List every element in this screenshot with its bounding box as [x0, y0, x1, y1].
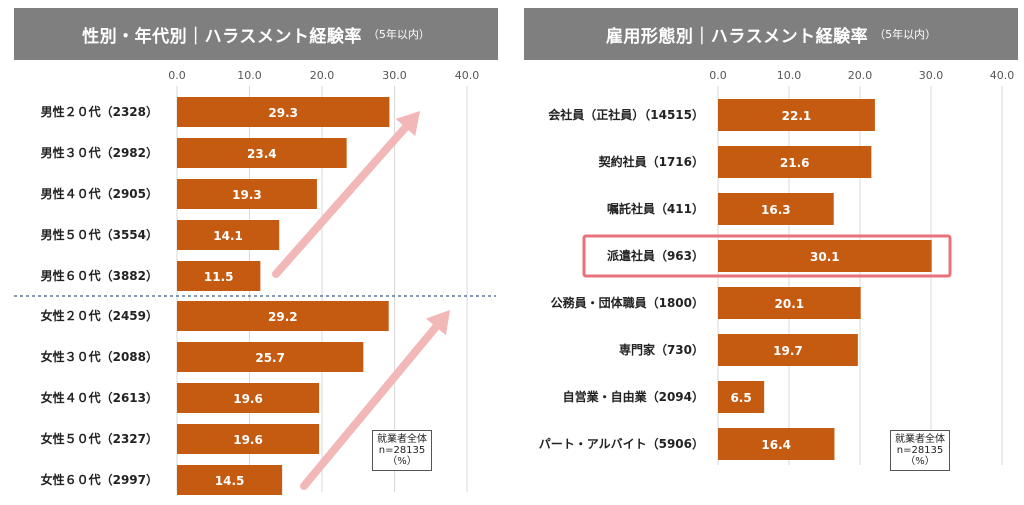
category-label: 男性６０代（3882）	[41, 268, 158, 283]
category-label: 女性４０代（2613）	[41, 390, 158, 405]
x-tick-label: 40.0	[990, 69, 1015, 82]
bar	[177, 301, 389, 331]
x-tick-label: 40.0	[455, 69, 480, 82]
x-tick-label: 10.0	[237, 69, 262, 82]
x-tick-label: 20.0	[848, 69, 873, 82]
right-chart-title: 雇用形態別｜ハラスメント経験率	[605, 26, 869, 47]
bar-value-label: 22.1	[782, 109, 812, 123]
bar-value-label: 19.6	[233, 392, 263, 406]
bar	[718, 240, 932, 272]
category-label: 男性３０代（2982）	[41, 145, 158, 160]
category-label: 女性３０代（2088）	[41, 349, 158, 364]
right-panel: 雇用形態別｜ハラスメント経験率 （5年以内） 0.0 10.0 20.0 30.0 40…	[512, 0, 1024, 505]
male-trend-arrow	[272, 111, 420, 278]
category-label: 男性２０代（2328）	[41, 104, 158, 119]
bar-value-label: 19.6	[233, 433, 263, 447]
x-tick-label: 30.0	[382, 69, 407, 82]
x-tick-label: 0.0	[709, 69, 727, 82]
bar	[177, 383, 320, 413]
bar-value-label: 16.4	[761, 438, 791, 452]
bar	[177, 220, 280, 250]
bar-value-label: 29.2	[268, 310, 298, 324]
category-label: 嘱託社員（411）	[607, 201, 704, 216]
bar	[177, 179, 317, 209]
bar	[177, 342, 364, 372]
left-chart-header: 性別・年代別｜ハラスメント経験率 （5年以内）	[14, 8, 498, 60]
category-label: 公務員・団体職員（1800）	[551, 295, 704, 310]
category-label: 専門家（730）	[619, 342, 704, 357]
bar-value-label: 6.5	[730, 391, 751, 405]
right-chart-subtitle: （5年以内）	[874, 28, 937, 41]
bar	[718, 287, 861, 319]
bar-value-label: 14.5	[215, 474, 245, 488]
bar	[718, 334, 858, 366]
bar-value-label: 14.1	[213, 229, 243, 243]
left-chart-subtitle: （5年以内）	[367, 28, 430, 41]
bar	[177, 97, 390, 127]
right-bar-chart: 0.0 10.0 20.0 30.0 40.0 会社員（正社員）（14515） 22.1 契約…	[539, 69, 1015, 465]
bar-value-label: 23.4	[247, 147, 277, 161]
left-note-line-3: （%）	[387, 456, 417, 467]
bar-value-label: 30.1	[810, 250, 840, 264]
left-note-box: 就業者全体 n=28135 （%）	[372, 430, 432, 471]
bar-value-label: 29.3	[268, 106, 298, 120]
right-note-box: 就業者全体 n=28135 （%）	[890, 430, 950, 471]
bar-value-label: 16.3	[761, 203, 791, 217]
bar	[177, 424, 320, 454]
bar-value-label: 19.3	[232, 188, 262, 202]
category-label: パート・アルバイト（5906）	[539, 436, 704, 451]
category-label: 男性４０代（2905）	[41, 186, 158, 201]
bar-value-label: 20.1	[775, 297, 805, 311]
female-trend-arrow	[300, 310, 450, 490]
category-label: 契約社員（1716）	[598, 154, 704, 169]
left-bar-chart: 0.0 10.0 20.0 30.0 40.0 男性２０代（2328） 29.3 男性３０代（…	[14, 69, 496, 495]
left-note-line-2: n=28135	[378, 445, 426, 456]
x-tick-label: 10.0	[777, 69, 802, 82]
bar	[177, 138, 347, 168]
category-label: 派遣社員（963）	[607, 248, 704, 263]
highlight-frame	[582, 234, 952, 278]
bar	[718, 146, 872, 178]
bar	[718, 99, 875, 131]
category-label: 女性６０代（2997）	[41, 472, 158, 487]
bar-value-label: 21.6	[780, 156, 810, 170]
category-label: 会社員（正社員）（14515）	[548, 107, 704, 122]
category-label: 女性２０代（2459）	[41, 308, 158, 323]
bar-value-label: 11.5	[204, 270, 234, 284]
right-note-line-1: 就業者全体	[895, 434, 945, 445]
x-tick-label: 0.0	[168, 69, 186, 82]
right-note-line-2: n=28135	[896, 445, 944, 456]
bar	[718, 381, 765, 413]
bar	[177, 261, 261, 291]
bar	[718, 428, 835, 460]
right-note-line-3: （%）	[905, 456, 935, 467]
bar	[177, 465, 283, 495]
category-label: 女性５０代（2327）	[41, 431, 158, 446]
bar-value-label: 25.7	[255, 351, 285, 365]
bar	[718, 193, 834, 225]
left-panel: 性別・年代別｜ハラスメント経験率 （5年以内） 0.0 10.0 20.0 30.0 4…	[14, 8, 498, 495]
bar-value-label: 19.7	[773, 344, 803, 358]
category-label: 自営業・自由業（2094）	[563, 389, 704, 404]
x-tick-label: 30.0	[919, 69, 944, 82]
right-chart-header: 雇用形態別｜ハラスメント経験率 （5年以内）	[524, 8, 1018, 60]
left-note-line-1: 就業者全体	[377, 434, 427, 445]
left-chart-title: 性別・年代別｜ハラスメント経験率	[82, 26, 362, 47]
category-label: 男性５０代（3554）	[41, 227, 158, 242]
x-tick-label: 20.0	[310, 69, 335, 82]
